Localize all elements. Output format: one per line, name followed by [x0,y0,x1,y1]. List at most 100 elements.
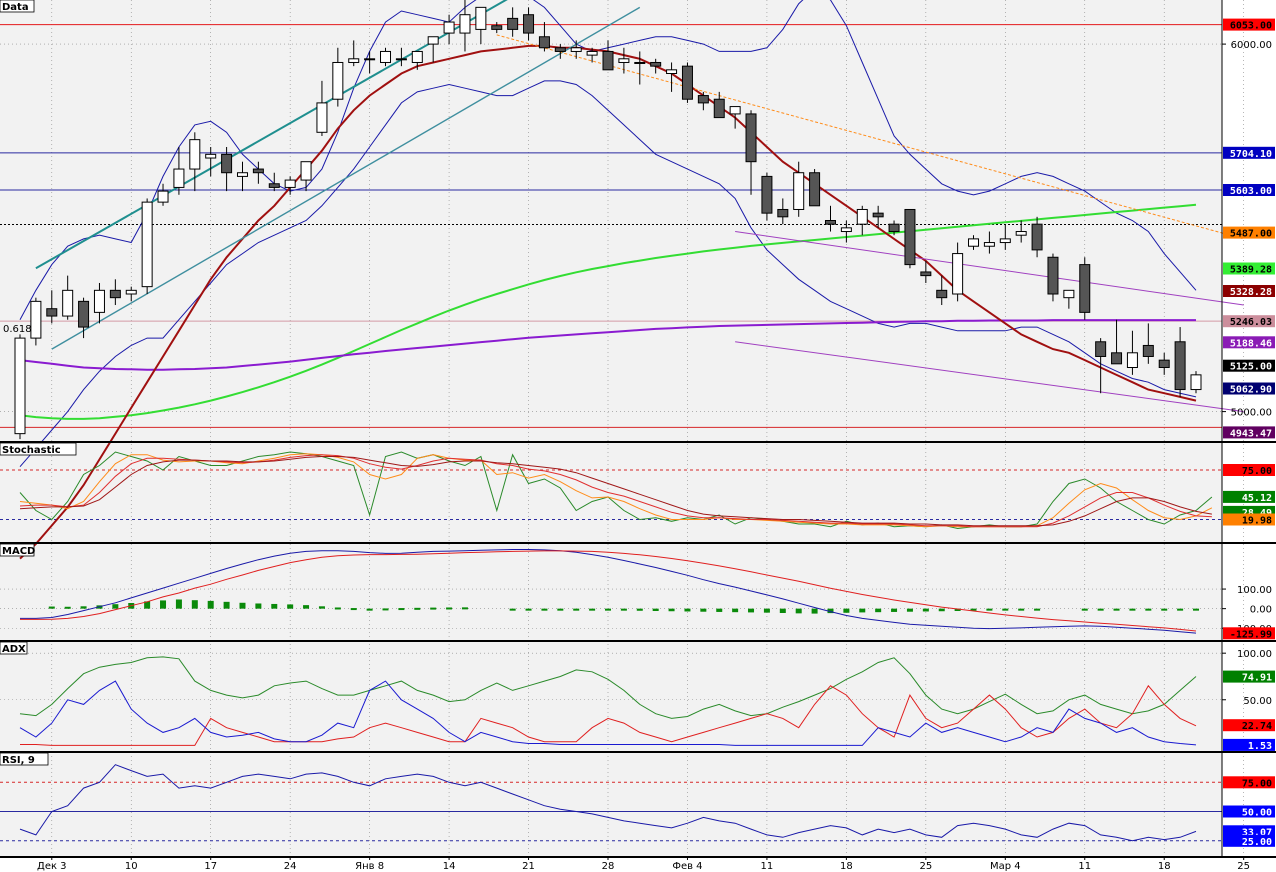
price-badge-bg-6 [1223,315,1275,328]
macd-badge-bg-0 [1223,627,1275,640]
stochastic-badge-label-3: 19.98 [1242,516,1272,527]
candle-15 [252,161,264,184]
macd-hist-bar-41 [668,608,675,612]
candle-body-26 [427,36,439,45]
candle-body-59 [952,253,964,295]
candle-34 [554,44,566,59]
downtrend-channel-lower [735,341,1244,413]
candle-body-32 [523,14,535,34]
candle-56 [904,208,916,269]
candle-body-25 [411,50,423,63]
price-badge-label-9: 5062.90 [1230,385,1272,396]
macd-hist-bar-18 [303,605,310,609]
candle-53 [856,205,868,236]
candle-71 [1142,323,1154,364]
stochastic-badge-bg-3 [1223,513,1275,526]
candle-5 [93,282,105,324]
macd-hist-bar-39 [636,608,643,611]
price-badge-6: 5246.03 [1223,315,1275,328]
price-y-tick-label-0: 6000.00 [1231,40,1272,51]
candle-body-10 [173,168,185,188]
candle-body-4 [78,300,90,328]
candle-body-19 [316,102,328,133]
macd-hist-bar-71 [1145,608,1152,611]
price-badge-2: 5603.00 [1223,184,1275,197]
candle-39 [634,51,646,85]
candle-43 [697,91,709,111]
grid [0,0,1244,856]
candle-21 [348,40,360,67]
macd-hist-bar-37 [605,608,611,611]
x-tick-label-4: Янв 8 [355,861,384,872]
adx-title-box [0,641,28,655]
candle-36 [586,47,598,63]
stochastic-badge-bg-0 [1223,464,1275,476]
adx-badge-bg-2 [1223,738,1275,751]
candle-body-55 [888,223,900,233]
price-badge-bg-0 [1223,18,1275,31]
candle-1 [30,297,42,346]
macd-hist-bar-24 [398,608,405,611]
macd-hist-bar-6 [112,604,119,609]
candle-55 [888,220,900,236]
candle-29 [475,6,487,45]
candle-72 [1158,352,1170,375]
candle-35 [570,40,582,59]
candle-41 [666,62,678,92]
rsi-badge-3: 25.00 [1223,834,1275,848]
candle-4 [78,297,90,339]
price-badge-bg-4 [1223,262,1275,275]
adx-badge-label-0: 74.91 [1242,673,1272,684]
macd-hist-bar-73 [1177,608,1184,611]
candle-3 [62,275,74,320]
candle-body-39 [634,61,646,64]
price-badge-bg-3 [1223,226,1275,239]
candle-49 [793,161,805,217]
macd-hist-bar-13 [223,601,230,609]
candle-body-52 [840,227,852,233]
adx-title: ADX [0,641,28,655]
x-tick-label-5: 14 [443,861,456,872]
candle-body-37 [602,50,614,71]
price-badge-label-8: 5125.00 [1230,362,1272,373]
candle-body-28 [459,14,471,34]
price-badge-bg-5 [1223,285,1275,297]
stoch-sd2-line [19,456,1212,527]
x-tick-label-3: 24 [284,861,297,872]
candle-body-64 [1031,223,1043,251]
candle-body-51 [824,220,836,225]
macd-hist-bar-22 [366,608,373,611]
macd-hist-bar-11 [191,600,198,609]
macd-title-box [0,543,35,557]
price-badge-bg-1 [1223,146,1275,159]
adx-title-text: ADX [2,644,26,655]
candle-60 [968,235,980,250]
macd-hist-bar-54 [875,608,882,613]
price-badge-label-6: 5246.03 [1230,317,1272,328]
price-y-tick-label-1: 5000.00 [1231,408,1272,419]
candle-body-16 [268,183,280,188]
candle-body-34 [554,47,566,52]
price-badge-bg-10 [1223,426,1275,439]
macd-hist-bar-2 [48,606,55,609]
macd-hist-bar-48 [779,608,786,614]
candle-body-23 [380,50,392,63]
macd-hist-bar-53 [859,608,866,613]
rsi-badge-0: 75.00 [1223,776,1275,789]
stochastic-title-text: Stochastic [2,445,61,456]
price-badge-3: 5487.00 [1223,226,1275,240]
macd-hist-bar-14 [239,602,246,609]
candle-body-49 [793,172,805,210]
stochastic-title: Stochastic [0,442,77,456]
orange-trendline [496,34,1244,240]
macd-hist-bar-44 [716,608,723,612]
rsi-badge-bg-2 [1223,825,1275,838]
macd-hist-bar-27 [446,607,453,610]
rsi-badge-1: 50.00 [1223,805,1275,819]
candle-12 [205,147,217,177]
candle-body-14 [236,172,248,177]
macd-hist-bar-63 [1018,608,1025,611]
macd-hist-bar-52 [843,608,850,613]
candle-62 [999,224,1011,250]
